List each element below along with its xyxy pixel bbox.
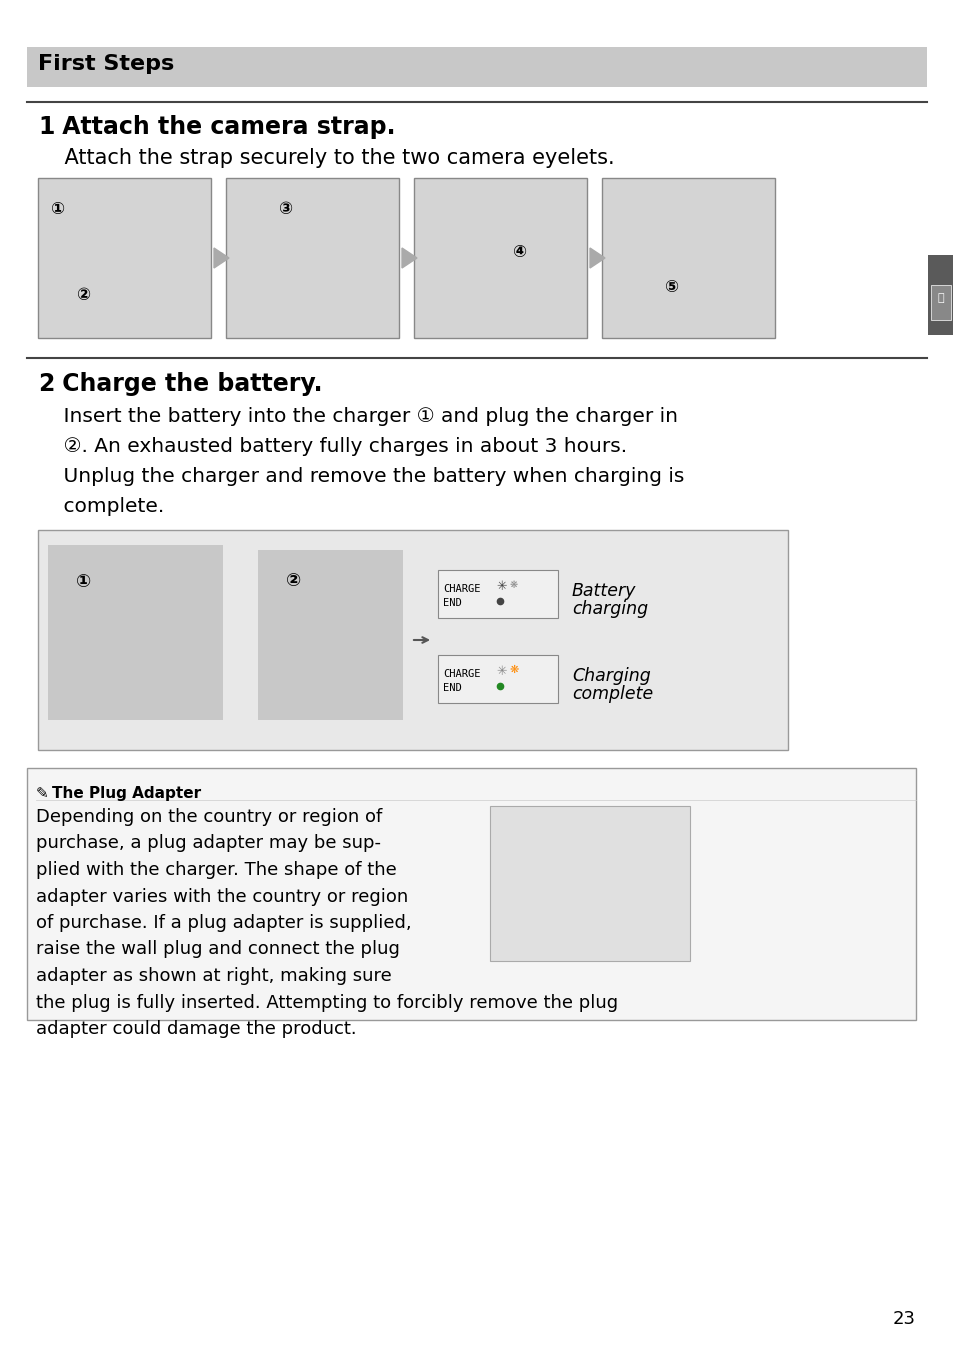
Text: ③: ③	[277, 200, 292, 218]
Bar	[414, 178, 586, 338]
Text: charging: charging	[572, 600, 647, 617]
Text: ②: ②	[76, 286, 90, 304]
Text: adapter varies with the country or region: adapter varies with the country or regio…	[36, 888, 408, 905]
Text: 1: 1	[38, 116, 54, 139]
Bar	[38, 530, 787, 751]
Text: purchase, a plug adapter may be sup-: purchase, a plug adapter may be sup-	[36, 834, 380, 853]
Text: plied with the charger. The shape of the: plied with the charger. The shape of the	[36, 861, 396, 880]
Bar	[27, 768, 915, 1020]
Text: END: END	[442, 599, 461, 608]
Text: Insert the battery into the charger ① and plug the charger in: Insert the battery into the charger ① an…	[38, 408, 678, 426]
Text: ✎: ✎	[36, 785, 49, 802]
Bar	[257, 550, 402, 720]
Text: raise the wall plug and connect the plug: raise the wall plug and connect the plug	[36, 940, 399, 959]
Bar	[601, 178, 774, 338]
Text: of purchase. If a plug adapter is supplied,: of purchase. If a plug adapter is suppli…	[36, 915, 411, 932]
Bar	[48, 545, 223, 720]
Text: complete.: complete.	[38, 498, 164, 516]
Text: ①: ①	[50, 200, 64, 218]
Text: ✳: ✳	[496, 580, 506, 593]
Text: Unplug the charger and remove the battery when charging is: Unplug the charger and remove the batter…	[38, 467, 683, 486]
Bar	[930, 285, 950, 320]
Text: ✳: ✳	[496, 664, 506, 678]
Bar	[27, 47, 926, 87]
Text: ❋: ❋	[510, 580, 517, 590]
Text: complete: complete	[572, 685, 653, 703]
Polygon shape	[589, 247, 604, 268]
Text: ②. An exhausted battery fully charges in about 3 hours.: ②. An exhausted battery fully charges in…	[38, 437, 626, 456]
Text: CHARGE: CHARGE	[442, 668, 480, 679]
Text: The Plug Adapter: The Plug Adapter	[52, 785, 201, 802]
Polygon shape	[401, 247, 416, 268]
Text: Charging: Charging	[572, 667, 650, 685]
Text: Charge the battery.: Charge the battery.	[54, 373, 322, 395]
Text: adapter as shown at right, making sure: adapter as shown at right, making sure	[36, 967, 392, 985]
Text: Depending on the country or region of: Depending on the country or region of	[36, 808, 382, 826]
Text: 23: 23	[892, 1310, 915, 1328]
Text: Attach the strap securely to the two camera eyelets.: Attach the strap securely to the two cam…	[38, 148, 614, 168]
Text: 📷: 📷	[937, 293, 943, 303]
Polygon shape	[213, 247, 229, 268]
Text: First Steps: First Steps	[38, 54, 174, 74]
Text: ❋: ❋	[510, 664, 518, 675]
Bar	[38, 178, 211, 338]
Text: ①: ①	[76, 573, 91, 590]
Bar	[437, 570, 558, 617]
Bar	[226, 178, 398, 338]
Text: ⑤: ⑤	[663, 278, 678, 296]
Bar	[490, 806, 689, 960]
Text: ②: ②	[286, 572, 301, 590]
Text: Battery: Battery	[572, 582, 636, 600]
Text: adapter could damage the product.: adapter could damage the product.	[36, 1020, 356, 1038]
Text: the plug is fully inserted. Attempting to forcibly remove the plug: the plug is fully inserted. Attempting t…	[36, 994, 618, 1011]
Text: Attach the camera strap.: Attach the camera strap.	[54, 116, 395, 139]
Bar	[437, 655, 558, 703]
Text: ④: ④	[512, 243, 525, 261]
Bar	[927, 256, 953, 335]
Text: CHARGE: CHARGE	[442, 584, 480, 594]
Text: END: END	[442, 683, 461, 693]
Text: 2: 2	[38, 373, 54, 395]
